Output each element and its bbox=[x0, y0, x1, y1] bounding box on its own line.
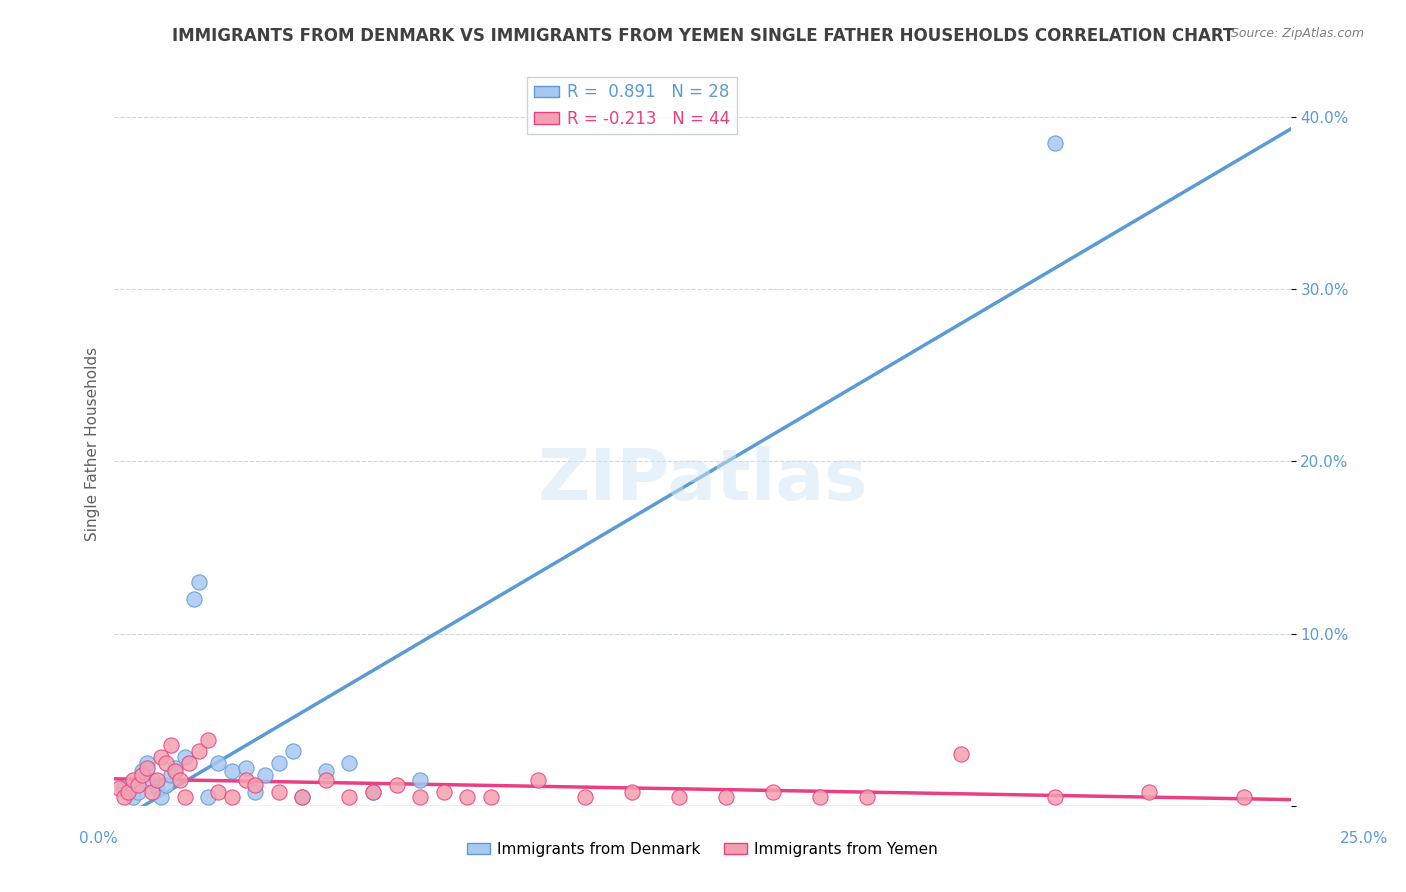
Point bbox=[187, 743, 209, 757]
Point bbox=[1045, 136, 1067, 150]
Point bbox=[141, 785, 163, 799]
Point bbox=[253, 767, 276, 781]
Point bbox=[108, 781, 131, 796]
Point bbox=[456, 790, 478, 805]
Legend: R =  0.891   N = 28, R = -0.213   N = 44: R = 0.891 N = 28, R = -0.213 N = 44 bbox=[527, 77, 737, 135]
Point bbox=[714, 790, 737, 805]
Point bbox=[155, 778, 177, 792]
Point bbox=[136, 756, 159, 770]
Point bbox=[207, 785, 229, 799]
Point bbox=[197, 733, 219, 747]
Y-axis label: Single Father Households: Single Father Households bbox=[86, 347, 100, 541]
Point bbox=[221, 764, 243, 779]
Point bbox=[361, 785, 384, 799]
Point bbox=[183, 592, 205, 607]
Point bbox=[173, 750, 195, 764]
Point bbox=[245, 785, 267, 799]
Point bbox=[117, 785, 139, 799]
Point bbox=[141, 772, 163, 787]
Point bbox=[950, 747, 973, 761]
Point bbox=[620, 785, 643, 799]
Point bbox=[526, 772, 548, 787]
Point bbox=[179, 756, 201, 770]
Point bbox=[409, 790, 432, 805]
Point bbox=[291, 790, 314, 805]
Point bbox=[235, 761, 257, 775]
Point bbox=[574, 790, 596, 805]
Point bbox=[808, 790, 831, 805]
Point bbox=[159, 739, 181, 753]
Point bbox=[1045, 790, 1067, 805]
Text: Source: ZipAtlas.com: Source: ZipAtlas.com bbox=[1230, 27, 1364, 40]
Point bbox=[281, 743, 304, 757]
Point bbox=[235, 772, 257, 787]
Point bbox=[385, 778, 408, 792]
Point bbox=[145, 781, 167, 796]
Point bbox=[267, 756, 290, 770]
Point bbox=[122, 772, 145, 787]
Point bbox=[267, 785, 290, 799]
Point bbox=[127, 785, 149, 799]
Text: 25.0%: 25.0% bbox=[1340, 831, 1388, 846]
Text: ZIPatlas: ZIPatlas bbox=[537, 446, 868, 515]
Point bbox=[131, 764, 153, 779]
Text: IMMIGRANTS FROM DENMARK VS IMMIGRANTS FROM YEMEN SINGLE FATHER HOUSEHOLDS CORREL: IMMIGRANTS FROM DENMARK VS IMMIGRANTS FR… bbox=[172, 27, 1234, 45]
Point bbox=[1139, 785, 1161, 799]
Point bbox=[197, 790, 219, 805]
Point bbox=[169, 772, 191, 787]
Point bbox=[145, 772, 167, 787]
Point bbox=[245, 778, 267, 792]
Point bbox=[291, 790, 314, 805]
Point bbox=[159, 767, 181, 781]
Point bbox=[112, 781, 135, 796]
Point bbox=[339, 790, 361, 805]
Point bbox=[856, 790, 879, 805]
Point bbox=[315, 772, 337, 787]
Point bbox=[131, 767, 153, 781]
Point bbox=[136, 761, 159, 775]
Point bbox=[668, 790, 690, 805]
Point bbox=[127, 778, 149, 792]
Point bbox=[187, 574, 209, 589]
Point bbox=[1232, 790, 1254, 805]
Point bbox=[112, 790, 135, 805]
Point bbox=[221, 790, 243, 805]
Text: 0.0%: 0.0% bbox=[79, 831, 118, 846]
Point bbox=[361, 785, 384, 799]
Point bbox=[207, 756, 229, 770]
Point bbox=[432, 785, 454, 799]
Point bbox=[165, 761, 187, 775]
Point bbox=[339, 756, 361, 770]
Point bbox=[315, 764, 337, 779]
Point bbox=[150, 750, 173, 764]
Point bbox=[150, 790, 173, 805]
Point bbox=[762, 785, 785, 799]
Point bbox=[409, 772, 432, 787]
Point bbox=[173, 790, 195, 805]
Point bbox=[122, 790, 145, 805]
Point bbox=[479, 790, 502, 805]
Point bbox=[155, 756, 177, 770]
Point bbox=[165, 764, 187, 779]
